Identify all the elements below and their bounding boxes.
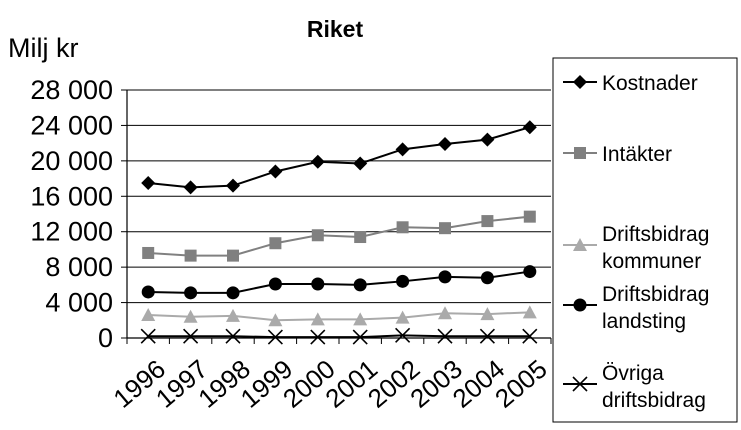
y-tick-label: 0 xyxy=(98,323,113,353)
data-point xyxy=(311,277,325,291)
data-point xyxy=(395,310,410,324)
x-tick-label: 2005 xyxy=(489,354,553,414)
legend-swatch-marker xyxy=(574,147,586,159)
series-line xyxy=(148,334,530,339)
data-point xyxy=(438,306,452,320)
y-tick-label: 12 000 xyxy=(30,217,113,247)
data-point xyxy=(395,142,410,157)
legend-label: Kostnader xyxy=(602,72,698,95)
data-point xyxy=(353,156,368,171)
data-point xyxy=(183,180,198,195)
data-point xyxy=(480,307,495,321)
data-point xyxy=(522,305,537,319)
data-point xyxy=(522,120,537,135)
data-point xyxy=(141,285,155,299)
y-tick-labels: 0 4 000 8 000 12 000 16 000 20 000 24 000 28 00… xyxy=(30,75,113,353)
data-point xyxy=(226,286,240,300)
data-point xyxy=(311,229,324,242)
series-1 xyxy=(142,210,536,262)
legend-swatch-marker xyxy=(573,75,587,89)
data-point xyxy=(183,328,199,344)
legend-entry-3: Driftsbidrag landsting xyxy=(563,283,709,333)
gridlines xyxy=(127,89,551,304)
y-tick-label: 24 000 xyxy=(30,110,113,140)
series-line xyxy=(148,311,530,322)
chart-title: Riket xyxy=(307,16,364,42)
data-point xyxy=(310,312,325,326)
data-point xyxy=(480,132,495,147)
data-point xyxy=(523,265,537,279)
data-point xyxy=(480,271,494,285)
data-point xyxy=(353,312,368,326)
series-2 xyxy=(141,305,537,327)
y-tick-label: 16 000 xyxy=(30,181,113,211)
data-point xyxy=(142,246,155,259)
y-tick-label: 20 000 xyxy=(30,146,113,176)
legend-label: kommuner xyxy=(602,250,701,273)
legend-label: Driftsbidrag xyxy=(602,223,709,246)
data-point xyxy=(267,329,283,345)
data-point xyxy=(268,164,283,179)
y-tick-label: 28 000 xyxy=(30,75,113,105)
legend-label: driftsbidrag xyxy=(602,389,706,412)
legend-swatch-marker xyxy=(573,238,587,251)
data-point xyxy=(226,308,240,322)
data-point xyxy=(310,329,326,345)
legend-box xyxy=(552,57,738,423)
data-point xyxy=(438,137,452,152)
data-point xyxy=(140,328,156,344)
data-point xyxy=(438,270,452,284)
data-point xyxy=(226,178,240,193)
series-3 xyxy=(141,265,537,300)
data-point xyxy=(479,328,495,344)
legend-entry-4: Övriga driftsbidrag xyxy=(563,362,706,412)
data-point xyxy=(184,249,197,262)
data-point xyxy=(269,237,282,250)
series-0 xyxy=(141,120,537,195)
data-point xyxy=(353,278,367,292)
data-point xyxy=(437,328,453,344)
series-group xyxy=(140,120,538,345)
data-point xyxy=(225,328,241,344)
legend-label: Övriga xyxy=(602,362,664,385)
series-4 xyxy=(140,327,538,345)
data-point xyxy=(481,215,494,228)
series-line xyxy=(148,126,531,189)
data-point xyxy=(439,222,451,235)
legend-swatch-marker xyxy=(573,298,587,312)
data-point xyxy=(184,286,198,300)
legend-swatch-marker xyxy=(572,376,588,392)
data-point xyxy=(227,249,239,262)
legend-entry-2: Driftsbidrag kommuner xyxy=(563,223,709,273)
y-tick-label: 4 000 xyxy=(45,288,113,318)
data-point xyxy=(522,328,538,344)
series-line xyxy=(148,215,530,257)
data-point xyxy=(396,221,409,234)
data-point xyxy=(310,154,325,169)
data-point xyxy=(268,277,282,291)
series-line xyxy=(148,270,530,294)
data-point xyxy=(183,309,198,323)
y-axis-unit-label: Milj kr xyxy=(8,33,78,63)
data-point xyxy=(268,313,283,327)
data-point xyxy=(141,307,156,321)
data-point xyxy=(396,274,410,288)
data-point xyxy=(141,176,156,190)
legend-label: Driftsbidrag xyxy=(602,283,709,306)
data-point xyxy=(523,210,536,223)
data-point xyxy=(354,231,367,244)
legend-entry-0: Kostnader xyxy=(563,72,698,95)
data-point xyxy=(395,327,411,343)
legend-label: Intäkter xyxy=(602,143,672,166)
legend-label: landsting xyxy=(602,310,686,333)
legend-entry-1: Intäkter xyxy=(563,143,672,166)
data-point xyxy=(352,329,368,345)
y-tick-label: 8 000 xyxy=(45,252,113,282)
legend: KostnaderIntäkterDriftsbidragkommunerDri… xyxy=(552,57,738,423)
